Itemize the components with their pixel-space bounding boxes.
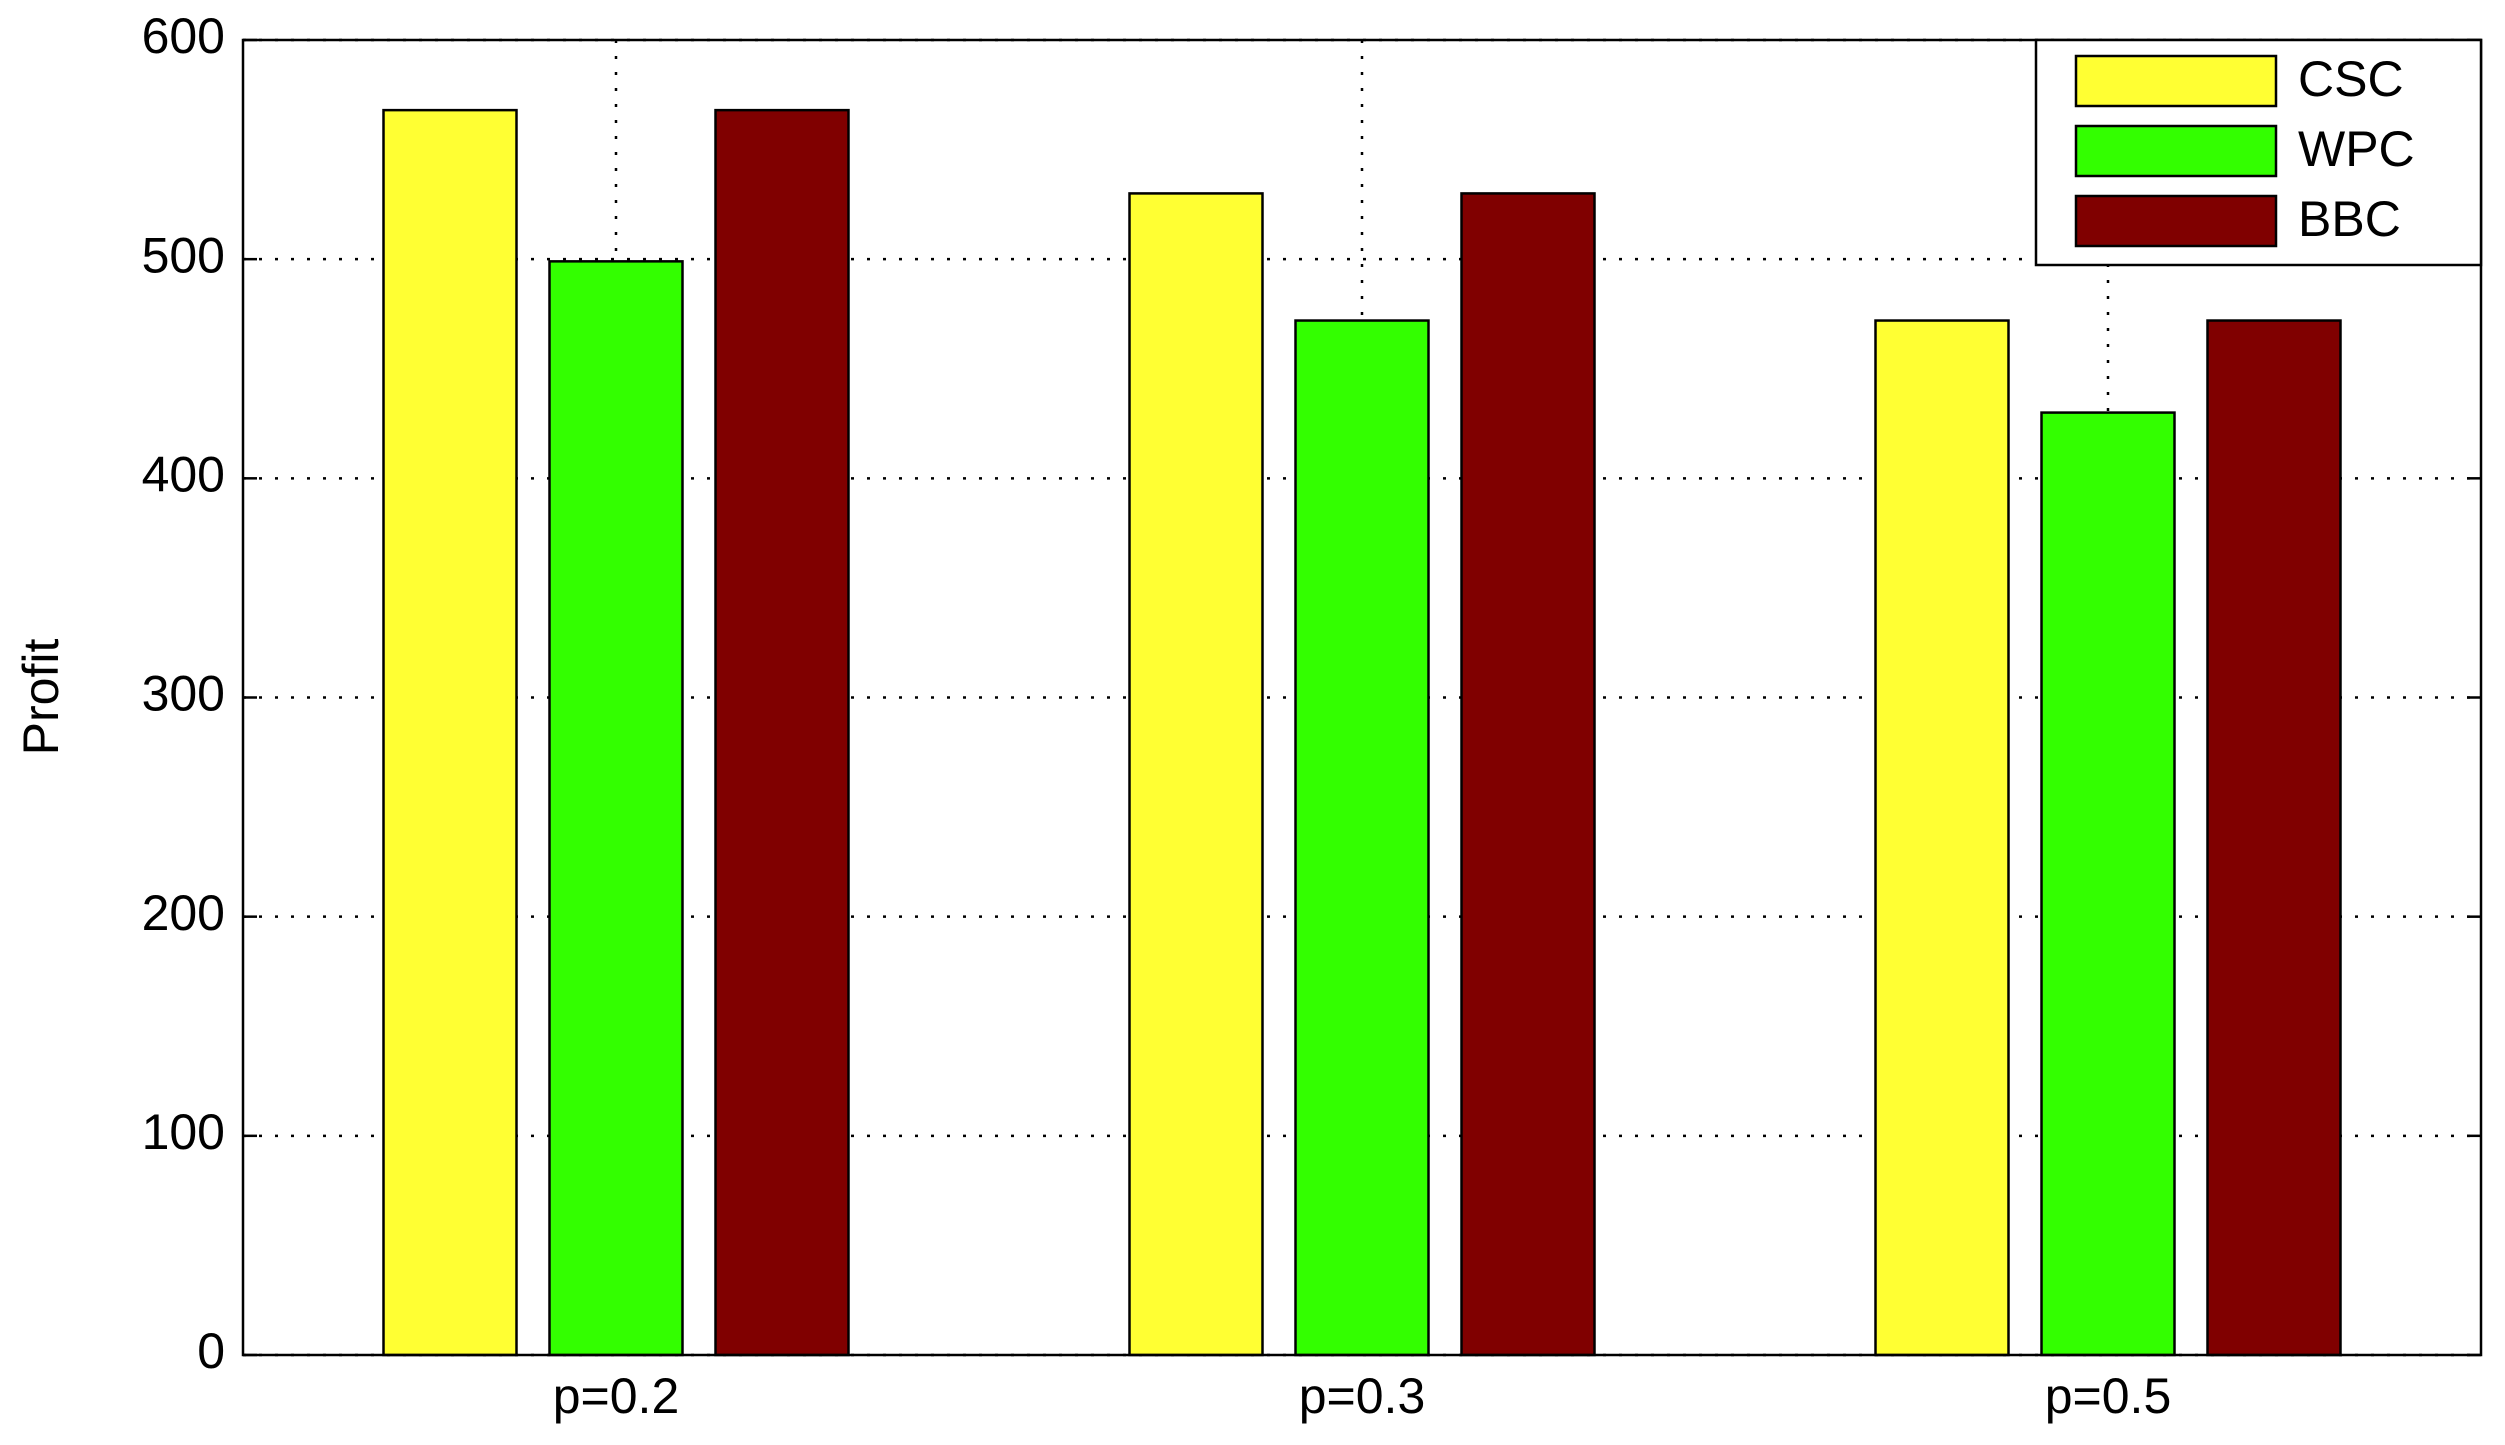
legend-label: BBC [2298,191,2401,247]
bar [1874,319,2010,1357]
plot-frame [241,38,2483,1357]
bar [1460,192,1596,1357]
y-tick-label: 300 [142,666,225,722]
y-tick-label: 600 [142,8,225,64]
legend-swatch [2074,194,2278,248]
x-tick-label: p=0.5 [2045,1368,2172,1424]
y-tick-label: 500 [142,227,225,283]
x-tick-label: p=0.2 [553,1368,680,1424]
bar [548,260,684,1357]
bar [1128,192,1264,1357]
y-tick-label: 200 [142,885,225,941]
legend-label: CSC [2298,51,2404,107]
bar [714,108,850,1357]
bar [2206,319,2342,1357]
x-tick-label: p=0.3 [1299,1368,1426,1424]
legend-swatch [2074,54,2278,108]
bar [1294,319,1430,1357]
legend-label: WPC [2298,121,2415,177]
bar [382,108,518,1357]
legend-swatch [2074,124,2278,178]
y-tick-label: 400 [142,447,225,503]
y-axis-label: Profit [13,639,69,756]
bar [2040,411,2176,1357]
y-tick-label: 0 [197,1323,225,1379]
y-tick-label: 100 [142,1104,225,1160]
